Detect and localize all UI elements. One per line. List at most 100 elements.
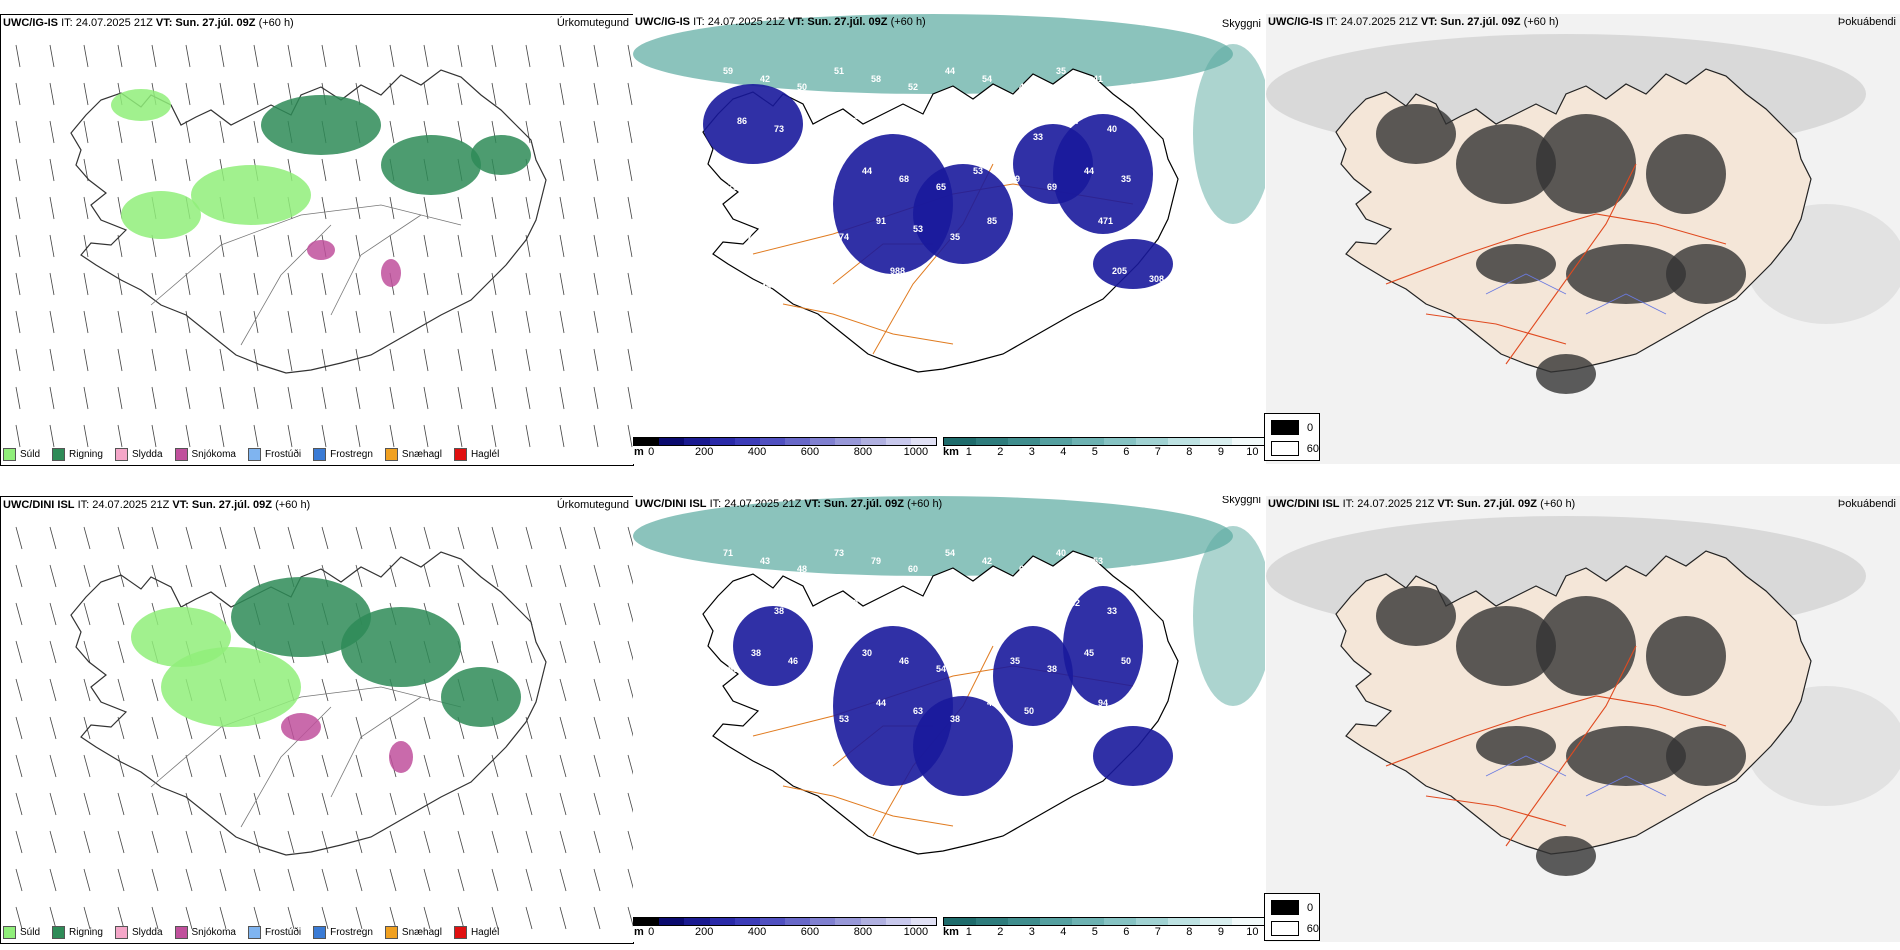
colorbar-tick: 1000 [903, 926, 929, 938]
colorbar-tick: 400 [747, 446, 767, 458]
visibility-unit: km [943, 926, 959, 938]
colorbar-segment [1232, 438, 1264, 445]
cloud-height-label: 43 [760, 556, 770, 566]
cloud-height-label: 73 [774, 124, 784, 134]
colorbar-segment [734, 438, 760, 445]
cloud-height-label: 308 [1149, 274, 1164, 284]
panel-title-precip: Úrkomutegund [556, 499, 629, 511]
cloud-panel-bottom: 71 43 48 73 79 60 54 42 68 40 53 58 47 38 32 40 42 50 86 41… [633, 496, 1265, 942]
colorbar-tick: 8 [1186, 446, 1193, 458]
fog-legend-swatch [1271, 900, 1299, 915]
legend-item: Súld [3, 926, 40, 939]
cloud-height-label: 73 [834, 548, 844, 558]
height-colorbar: 0 200 400 600 800 1000 [633, 437, 937, 458]
legend-label: Frostúði [264, 927, 302, 938]
legend-item: Rigning [52, 926, 103, 939]
legend-item: Snæhagl [384, 448, 442, 461]
colorbar-segment [1040, 918, 1072, 925]
colorbar-segment [659, 438, 685, 445]
cloud-height-label: 452 [793, 316, 808, 326]
colorbar-segment [1104, 918, 1136, 925]
cloud-height-label: 33 [1107, 606, 1117, 616]
cloud-height-label: 44 [959, 116, 969, 126]
colorbar-segment [734, 918, 760, 925]
colorbar-segment [944, 438, 976, 445]
height-unit: m [634, 926, 644, 938]
fog-legend-swatch [1271, 921, 1299, 936]
colorbar-tick: 1 [965, 446, 972, 458]
colorbar-tick: 3 [1028, 446, 1035, 458]
cloud-map-bottom: 71 43 48 73 79 60 54 42 68 40 53 58 47 38 32 40 42 50 86 41… [633, 496, 1265, 855]
colorbar-segment [835, 918, 861, 925]
panel-title-fog: Þokuábendi [1837, 498, 1896, 510]
colorbar-tick: 5 [1091, 926, 1098, 938]
cloud-height-label: 148 [779, 266, 794, 276]
fog-legend-label: 60 [1306, 442, 1319, 455]
legend-label: Frostregn [330, 927, 373, 938]
cloud-height-label: 36 [825, 182, 835, 192]
cloud-height-label: 41 [1093, 74, 1103, 84]
legend-label: Súld [20, 449, 41, 460]
cloud-height-label: 52 [973, 648, 983, 658]
cloud-height-label: 46 [848, 116, 858, 126]
cloud-height-label: 33 [1135, 224, 1145, 234]
legend-label: Rigning [69, 927, 103, 938]
colorbar-segment [1168, 918, 1200, 925]
legend-item: Slydda [114, 926, 163, 939]
cloud-height-label: 50 [797, 82, 807, 92]
cloud-height-label: 58 [1130, 564, 1140, 574]
cloud-height-label: 48 [797, 564, 807, 574]
colorbar-tick: 10 [1246, 926, 1259, 938]
legend-item: Frostregn [313, 448, 373, 461]
fog-legend: 0 60 [1264, 893, 1320, 941]
cloud-height-label: 53 [839, 714, 849, 724]
colorbar-segment [810, 918, 836, 925]
cloud-height-label: 54 [945, 548, 955, 558]
fog-map-top [1266, 14, 1900, 464]
legend-swatch [453, 926, 467, 939]
cloud-height-label: 1643 [1061, 714, 1081, 724]
cloud-height-label: 54 [936, 664, 946, 674]
cloud-height-label: 32 [811, 614, 821, 624]
precip-legend: Súld Rigning Slydda Snjókoma Frostúði Frostre… [3, 926, 499, 939]
legend-swatch [247, 448, 261, 461]
cloud-height-label: 54 [982, 74, 992, 84]
cloud-height-label: 45 [1144, 132, 1154, 142]
cloud-height-label: 47 [737, 598, 747, 608]
colorbar-tick: 9 [1217, 926, 1224, 938]
cloud-height-label: 35 [1121, 174, 1131, 184]
legend-label: Haglél [470, 449, 500, 460]
legend-label: Haglél [470, 927, 500, 938]
legend-label: Slydda [131, 927, 163, 938]
cloud-height-label: 38 [950, 714, 960, 724]
cloud-height-label: 42 [885, 124, 895, 134]
cloud-height-label: 40 [1107, 124, 1117, 134]
legend-swatch [114, 926, 128, 939]
precip-map-bottom [15, 526, 633, 930]
colorbar-segment [885, 918, 911, 925]
cloud-height-label: 44 [945, 66, 955, 76]
cloud-height-label: 44 [876, 698, 886, 708]
legend-swatch [114, 448, 128, 461]
cloud-height-label: 289 [1075, 282, 1090, 292]
precip-panel-top: UWC/IG-IS IT: 24.07.2025 21Z VT: Sun. 27… [0, 14, 634, 466]
colorbar-segment [634, 438, 660, 445]
cloud-height-label: 50 [1121, 656, 1131, 666]
fog-panel-bottom: UWC/DINI ISL IT: 24.07.2025 21Z VT: Sun.… [1266, 496, 1900, 942]
cloud-height-label: 38 [1144, 614, 1154, 624]
cloud-height-label: 74 [839, 232, 849, 242]
panel-header: UWC/DINI ISL IT: 24.07.2025 21Z VT: Sun.… [3, 499, 311, 511]
cloud-height-label: 62 [1038, 274, 1048, 284]
colorbar-tick: 2 [997, 926, 1004, 938]
colorbar-segment [1136, 918, 1168, 925]
colorbar-segment [860, 438, 886, 445]
cloud-height-label: 35 [816, 274, 826, 284]
legend-swatch [3, 448, 16, 461]
cloud-height-label: 38 [774, 606, 784, 616]
cloud-height-label: 35 [1056, 66, 1066, 76]
cloud-height-label: 86 [959, 598, 969, 608]
cloud-height-label: 62 [825, 664, 835, 674]
colorbar-strip [943, 437, 1265, 446]
fog-legend-swatch [1271, 441, 1299, 456]
cloud-height-label: 47 [1019, 82, 1029, 92]
